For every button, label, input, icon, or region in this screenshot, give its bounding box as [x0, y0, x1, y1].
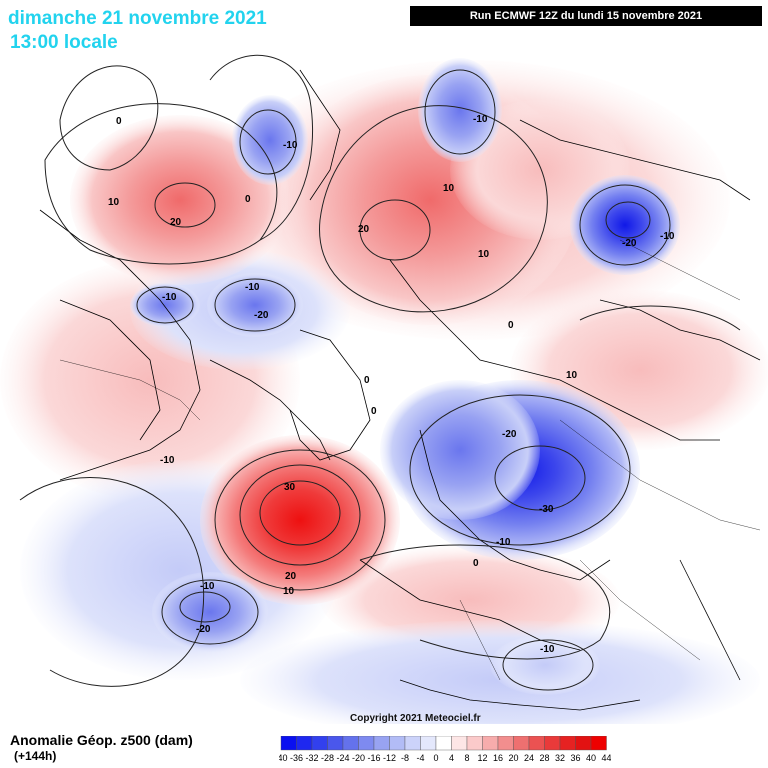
legend-tick-label: 40 — [586, 753, 596, 763]
label-20-alaska: 20 — [170, 217, 182, 228]
label-0-greenland-1: 0 — [364, 375, 370, 386]
label-10-siberia: 10 — [443, 183, 455, 194]
legend-swatch — [497, 736, 514, 751]
contour-lines — [19, 54, 741, 691]
label-minus10-us: -10 — [160, 455, 175, 466]
label-minus20-east: -20 — [622, 238, 637, 249]
legend-swatch — [466, 736, 483, 751]
legend-tick-label: 20 — [508, 753, 518, 763]
label-minus20-arctic: -20 — [254, 310, 269, 321]
anomaly-negative-mideast — [490, 635, 600, 695]
label-minus10-mideast: -10 — [540, 644, 555, 655]
anomaly-negative-canada — [130, 283, 200, 327]
legend-tick-label: -28 — [321, 753, 334, 763]
legend-swatch — [590, 736, 607, 751]
legend-tick-label: -40 — [279, 753, 288, 763]
legend-tick-label: 32 — [555, 753, 565, 763]
anomaly-negative-scandinavia — [380, 380, 540, 520]
forecast-date: dimanche 21 novembre 2021 — [8, 8, 267, 29]
label-0-mongolia: 0 — [508, 320, 514, 331]
legend-swatch — [358, 736, 375, 751]
legend-tick-label: 12 — [477, 753, 487, 763]
run-info-bar: Run ECMWF 12Z du lundi 15 novembre 2021 — [410, 6, 762, 26]
legend-tick-label: -24 — [336, 753, 349, 763]
color-scale-legend: -40-36-32-28-24-20-16-12-8-4048121620242… — [279, 736, 611, 763]
label-0-mediterranean: 0 — [473, 558, 479, 569]
legend-tick-label: -36 — [290, 753, 303, 763]
variable-title: Anomalie Géop. z500 (dam) — [10, 732, 193, 748]
legend-swatch — [482, 736, 499, 751]
legend-tick-label: 16 — [493, 753, 503, 763]
legend-tick-label: -20 — [352, 753, 365, 763]
legend-swatch — [575, 736, 592, 751]
label-minus30-europe: -30 — [539, 504, 554, 515]
label-minus10-mediterranean: -10 — [496, 537, 511, 548]
legend-tick-label: 28 — [539, 753, 549, 763]
anomaly-negative-east-asia — [570, 175, 680, 275]
legend-tick-label: 36 — [570, 753, 580, 763]
borders — [59, 239, 761, 681]
label-20-atlantic: 20 — [285, 571, 297, 582]
label-minus20-pacific: -20 — [196, 624, 211, 635]
label-10-alaska: 10 — [108, 197, 120, 208]
label-minus10-east: -10 — [660, 231, 675, 242]
label-30-atlantic: 30 — [284, 482, 296, 493]
label-minus10-siberia-north: -10 — [473, 114, 488, 125]
label-0-greenland-2: 0 — [371, 406, 377, 417]
legend-swatch — [404, 736, 421, 751]
label-10-atlantic: 10 — [283, 586, 295, 597]
legend-swatch — [296, 736, 313, 751]
label-0-alaska-west: 0 — [116, 116, 122, 127]
anomaly-negative-arctic — [207, 273, 303, 337]
anomaly-positive-atlantic — [200, 435, 400, 605]
lead-time: (+144h) — [14, 749, 57, 763]
legend-swatch — [327, 736, 344, 751]
contour-labels: 0 10 20 -10 0 -10 -20 -10 20 10 10 -10 -… — [108, 114, 675, 655]
label-minus10-arctic-1: -10 — [245, 282, 260, 293]
legend-swatch — [544, 736, 561, 751]
legend-tick-label: -4 — [416, 753, 424, 763]
anomaly-negative-siberia-north — [418, 58, 502, 162]
legend-swatch — [435, 736, 452, 751]
label-minus10-pacific: -10 — [200, 581, 215, 592]
label-10-asia: 10 — [566, 370, 578, 381]
legend-swatch — [389, 736, 406, 751]
legend-tick-label: 4 — [449, 753, 454, 763]
legend-swatch — [280, 736, 297, 751]
label-10-siberia-2: 10 — [478, 249, 490, 260]
copyright-text: Copyright 2021 Meteociel.fr — [350, 713, 481, 724]
legend-swatch — [373, 736, 390, 751]
legend-tick-label: -12 — [383, 753, 396, 763]
legend-swatch — [559, 736, 576, 751]
legend-swatch — [311, 736, 328, 751]
legend-tick-label: 8 — [464, 753, 469, 763]
legend-tick-label: 0 — [433, 753, 438, 763]
legend-tick-label: -16 — [367, 753, 380, 763]
anomaly-negative-pacific — [152, 572, 268, 652]
legend-swatch — [528, 736, 545, 751]
legend-tick-label: 44 — [601, 753, 611, 763]
legend-swatch — [342, 736, 359, 751]
label-minus20-europe: -20 — [502, 429, 517, 440]
label-minus10-canada: -10 — [162, 292, 177, 303]
label-0-bering: 0 — [245, 194, 251, 205]
legend-swatch — [451, 736, 468, 751]
legend-swatch — [513, 736, 530, 751]
legend-tick-label: 24 — [524, 753, 534, 763]
legend-swatch — [420, 736, 437, 751]
legend-tick-label: -32 — [305, 753, 318, 763]
label-minus10-beaufort: -10 — [283, 140, 298, 151]
label-20-siberia: 20 — [358, 224, 370, 235]
legend-tick-label: -8 — [401, 753, 409, 763]
forecast-time: 13:00 locale — [10, 32, 118, 53]
